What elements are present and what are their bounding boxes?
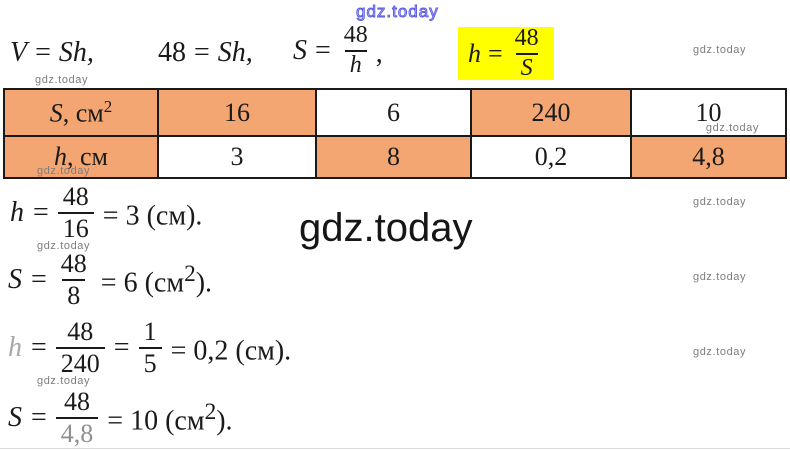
solution-line-1: h = 48 16 = 3 (см). [10,181,203,243]
fraction-denominator: S [515,52,538,82]
fraction-denominator: 8 [62,279,86,310]
fraction-numerator: 48 [343,22,368,49]
formula-expression: Sh, [58,37,94,68]
formula-variable: S [293,35,307,66]
solution-variable: S [8,402,22,433]
table-cell-h4: 4,8 [630,135,787,179]
header-unit: , см [67,142,108,171]
watermark-gdz: gdz.today [37,240,91,252]
formula-h-eq-48-over-s-highlighted: h = 48 S [458,24,554,82]
table-row-h: h, см gdz.today 3 8 0,2 4,8 [3,135,787,179]
watermark-gdz: gdz.today [693,196,747,208]
equals-sign: = [488,38,503,68]
solution-variable: S [8,264,22,295]
formula-expression: Sh, [217,37,253,68]
table-header-cell-h: h, см gdz.today [3,135,159,179]
watermark-gdz: gdz.today [705,122,759,134]
fraction-denominator: 16 [57,212,94,243]
formula-number: 48 [158,37,186,68]
solution-line-4: S = 48 4,8 = 10 (см2). [8,386,233,448]
table-cell-h2: 8 [315,135,472,179]
fraction-denominator: 4,8 [55,417,99,448]
watermark-gdz-large: gdz.today [299,206,473,250]
formula-s-eq-48-over-h: S = 48 h , [293,22,383,80]
solution-result: = 10 (см2). [107,398,233,437]
formula-variable: h [468,38,481,68]
watermark-gdz: gdz.today [37,375,91,387]
values-table: S, см2 16 6 240 10 gdz.today h, см gdz.t… [3,88,787,179]
table-cell-s4: 10 gdz.today [630,88,787,137]
watermark-gdz: gdz.today [693,44,747,56]
header-unit: , см [62,98,104,128]
solution-variable: h [8,332,22,363]
comma: , [375,38,383,69]
fraction-denominator: 240 [55,347,105,378]
page-bottom-divider [0,448,790,449]
equals-sign: = [113,332,130,363]
fraction-numerator: 48 [64,386,91,416]
watermark-gdz-blue: gdz.today [356,2,439,22]
solution-variable: h [10,197,24,228]
watermark-gdz: gdz.today [693,271,747,283]
equals-sign: = [31,402,47,433]
table-header-cell-s: S, см2 [3,88,159,137]
formula-v-eq-sh: V = Sh, [10,24,94,82]
solution-result: = 3 (см). [102,200,203,232]
fraction-denominator: 5 [138,347,162,378]
fraction-numerator: 48 [60,248,87,278]
solution-result: = 6 (см2). [100,260,213,299]
header-unit-sup: 2 [103,96,113,116]
fraction: 48 S [510,24,544,82]
equals-sign: = [194,37,210,68]
equals-sign: = [31,264,47,295]
table-row-s: S, см2 16 6 240 10 gdz.today [3,88,787,137]
fraction-denominator: h [344,50,367,79]
watermark-gdz: gdz.today [37,165,91,177]
fraction-numerator: 48 [67,316,94,346]
equals-sign: = [31,332,47,363]
equals-sign: = [315,35,331,66]
equals-sign: = [35,37,51,68]
fraction: 1 5 [138,316,162,378]
header-variable: h [54,142,67,171]
watermark-gdz: gdz.today [35,74,89,86]
table-cell-s1: 16 [157,88,317,137]
formula-48-eq-sh: 48 = Sh, [158,24,253,82]
cell-value: 10 [695,97,722,127]
header-variable: S [49,98,63,128]
fraction: 48 4,8 [55,386,99,448]
fraction: 48 16 [57,181,94,243]
table-cell-h1: 3 [157,135,317,179]
solution-line-3: h = 48 240 = 1 5 = 0,2 (см). [8,316,292,378]
solution-result: = 0,2 (см). [170,335,292,367]
equals-sign: = [33,197,49,228]
fraction-numerator: 1 [143,316,157,346]
solution-line-2: S = 48 8 = 6 (см2). [8,248,213,310]
fraction: 48 8 [56,248,92,310]
fraction-numerator: 48 [514,24,539,51]
table-cell-s2: 6 [315,88,472,137]
fraction: 48 240 [55,316,105,378]
formula-variable: V [10,37,28,68]
watermark-gdz: gdz.today [693,346,747,358]
fraction: 48 h [339,22,373,79]
fraction-numerator: 48 [62,181,89,211]
table-cell-h3: 0,2 [470,135,632,179]
table-cell-s3: 240 [470,88,632,137]
